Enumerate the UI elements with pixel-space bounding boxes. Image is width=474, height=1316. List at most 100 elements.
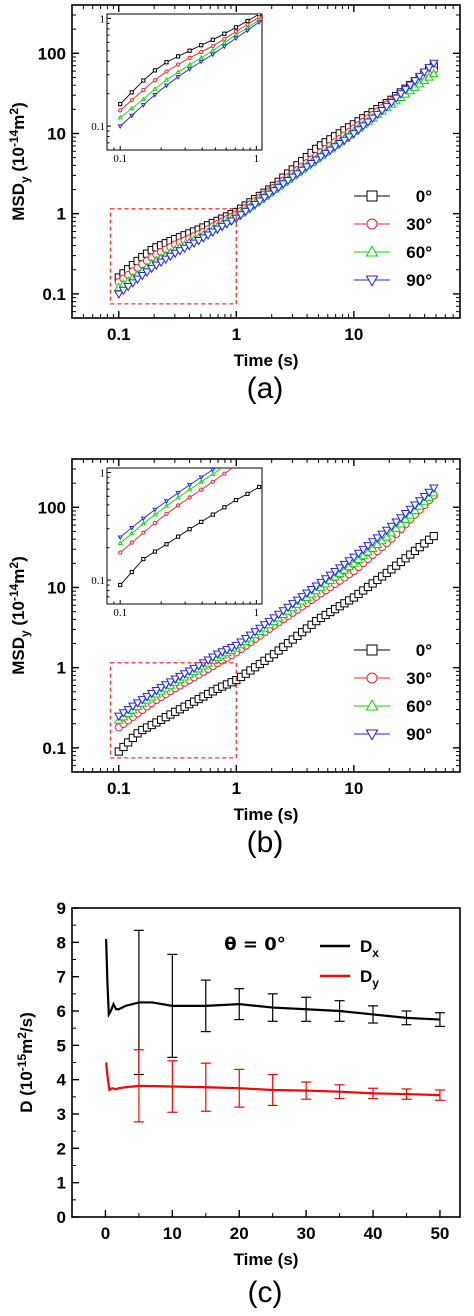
data-point bbox=[123, 705, 133, 715]
x-tick-label: 40 bbox=[364, 1224, 383, 1243]
data-point bbox=[203, 656, 213, 665]
panel-label: (c) bbox=[248, 1276, 283, 1309]
data-point bbox=[292, 596, 303, 606]
inset-data-point bbox=[221, 39, 227, 45]
inset-data-point bbox=[152, 77, 158, 83]
inset-data-point bbox=[129, 105, 135, 111]
inset-data-point bbox=[256, 484, 262, 490]
legend-marker bbox=[366, 644, 378, 656]
data-point bbox=[410, 501, 420, 511]
inset-data-point bbox=[163, 76, 170, 82]
data-point bbox=[128, 279, 138, 288]
data-point bbox=[377, 106, 387, 116]
chart-panel-b: 0.1 1 10 0.1 1 10 100 Time (s) MSDy (10-14m2) 0.1… bbox=[7, 458, 461, 824]
plot-frame bbox=[71, 4, 461, 319]
inset-series-3 bbox=[117, 468, 216, 541]
data-point bbox=[400, 509, 411, 519]
y-tick-label: 7 bbox=[57, 968, 66, 987]
legend-marker bbox=[365, 729, 379, 741]
data-point bbox=[264, 190, 275, 200]
y-tick-label: 2 bbox=[57, 1139, 66, 1158]
inset-data-point bbox=[187, 67, 193, 72]
inset-data-point bbox=[129, 540, 134, 545]
data-point bbox=[151, 261, 162, 271]
data-point bbox=[255, 624, 265, 634]
data-point bbox=[128, 702, 138, 712]
y-label-part: /s) bbox=[17, 1012, 36, 1032]
inset-data-point bbox=[210, 37, 215, 42]
inset-data-point bbox=[129, 113, 135, 119]
data-point bbox=[250, 200, 260, 210]
data-point bbox=[424, 488, 434, 498]
data-point bbox=[414, 497, 425, 506]
legend-label-main: D bbox=[360, 967, 372, 986]
y-tick-label: 0 bbox=[57, 1208, 66, 1227]
data-point bbox=[372, 110, 383, 120]
data-point bbox=[428, 484, 439, 494]
data-point bbox=[292, 170, 303, 179]
theta-annotation: θ = 0° bbox=[224, 934, 286, 955]
inset-series-2 bbox=[117, 468, 223, 546]
data-point bbox=[278, 180, 289, 189]
inset-data-point bbox=[129, 530, 135, 536]
data-point bbox=[137, 271, 148, 281]
y-tick-label: 0.1 bbox=[42, 739, 66, 758]
data-point bbox=[113, 290, 124, 300]
inset-data-point bbox=[210, 468, 216, 473]
y-tick-label: 10 bbox=[47, 124, 66, 143]
data-point bbox=[156, 258, 166, 268]
inset-data-point bbox=[199, 519, 204, 525]
data-point bbox=[330, 143, 340, 152]
inset-data-point bbox=[221, 44, 227, 50]
legend-label: 30° bbox=[406, 669, 432, 688]
data-point bbox=[119, 742, 128, 752]
inset-data-point bbox=[140, 103, 146, 108]
inset-series-0 bbox=[118, 14, 262, 107]
inset-data-point bbox=[164, 542, 169, 547]
data-point bbox=[137, 696, 148, 705]
data-point bbox=[240, 635, 251, 644]
data-point bbox=[264, 617, 275, 627]
legend-label: 0° bbox=[416, 187, 432, 206]
inset-data-point bbox=[175, 494, 181, 500]
inset-data-point bbox=[245, 18, 250, 24]
data-point bbox=[198, 234, 209, 243]
data-point bbox=[170, 249, 181, 259]
data-point bbox=[269, 187, 279, 196]
inset-y-tick-label: 1 bbox=[100, 13, 106, 25]
y-label-part: 2 bbox=[7, 108, 21, 115]
y-label-part: y bbox=[18, 176, 32, 183]
data-point bbox=[400, 514, 411, 524]
y-tick-label: 4 bbox=[57, 1071, 67, 1090]
data-point bbox=[226, 217, 237, 227]
inset-data-point bbox=[152, 511, 158, 517]
data-point bbox=[316, 153, 326, 162]
legend-marker bbox=[365, 245, 379, 257]
y-label-part: (10 bbox=[9, 147, 28, 176]
inset-data-point bbox=[187, 55, 192, 60]
data-point bbox=[414, 72, 425, 82]
inset-data-point bbox=[233, 497, 239, 503]
data-point bbox=[132, 275, 143, 285]
y-label-part: 2 bbox=[15, 1032, 29, 1039]
data-point bbox=[316, 578, 326, 588]
y-tick-label: 6 bbox=[57, 1002, 66, 1021]
data-point bbox=[146, 690, 157, 699]
inset-data-point bbox=[187, 48, 192, 53]
inset-data-point bbox=[152, 549, 158, 554]
y-label-part: m bbox=[9, 115, 28, 130]
inset-data-point bbox=[245, 491, 250, 496]
inset-data-point bbox=[141, 530, 146, 535]
data-point bbox=[306, 585, 317, 595]
data-point bbox=[311, 582, 322, 591]
y-label-part: m bbox=[17, 1039, 36, 1054]
inset-data-point bbox=[244, 28, 251, 34]
y-tick-label: 0.1 bbox=[42, 285, 66, 304]
data-point bbox=[236, 638, 246, 648]
inset-series-1 bbox=[118, 468, 234, 555]
data-point bbox=[367, 114, 378, 124]
inset-data-point bbox=[187, 486, 193, 492]
data-point bbox=[123, 283, 133, 292]
data-point bbox=[179, 244, 190, 254]
